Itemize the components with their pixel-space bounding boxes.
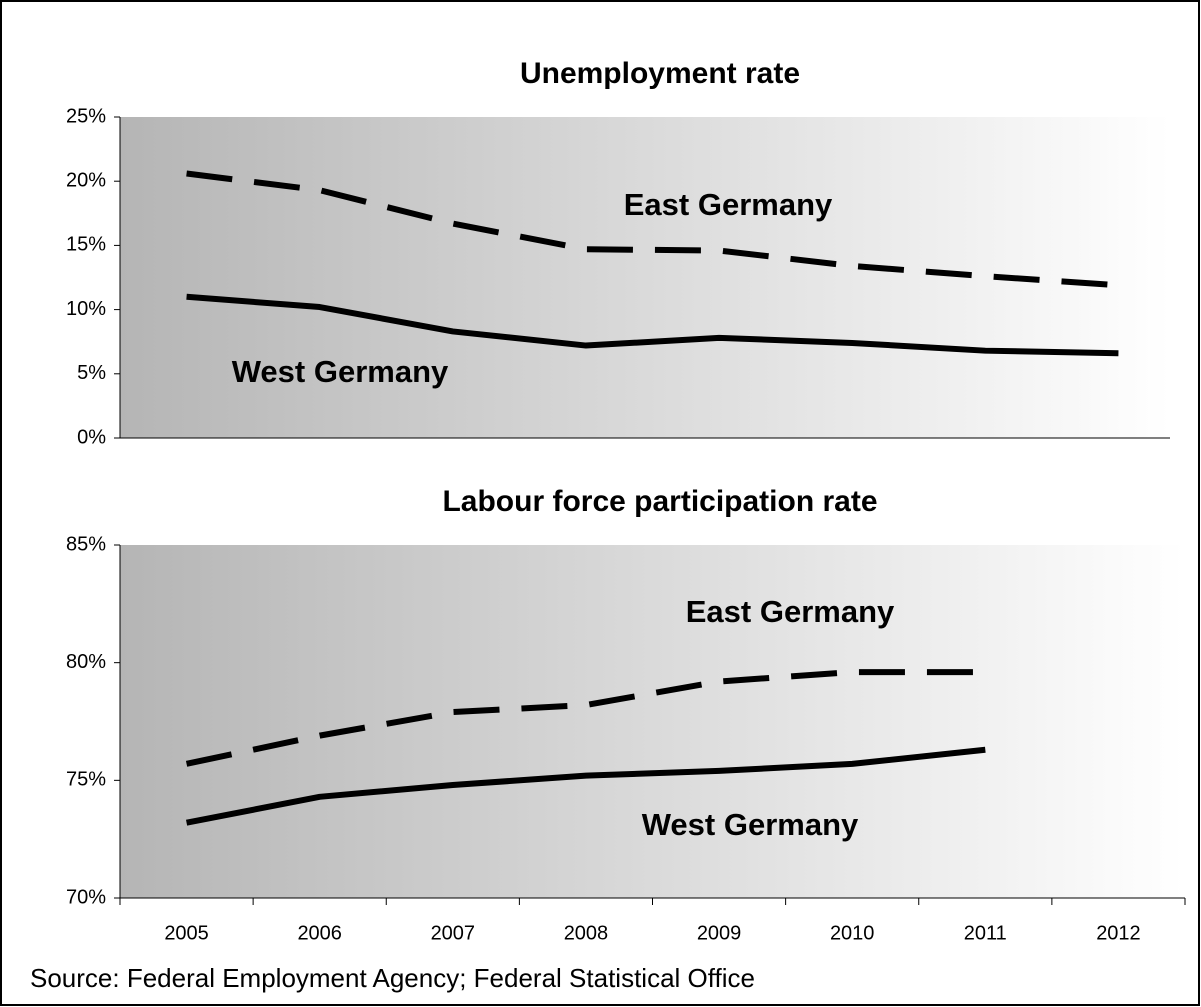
y-tick-label: 70%	[66, 886, 106, 908]
y-tick-label: 0%	[77, 426, 106, 448]
chart-title: Labour force participation rate	[442, 485, 877, 518]
y-tick-label: 75%	[66, 769, 106, 791]
y-tick-label: 5%	[77, 362, 106, 384]
y-tick-label: 10%	[66, 298, 106, 320]
series-label: East Germany	[624, 187, 833, 222]
y-tick-label: 80%	[66, 651, 106, 673]
x-tick-label: 2008	[564, 922, 609, 944]
series-line	[186, 293, 1119, 357]
x-tick-label: 2011	[964, 922, 1007, 944]
y-tick-label: 20%	[66, 169, 106, 191]
y-tick-label: 85%	[66, 533, 106, 555]
source: Source: Federal Employment Agency; Feder…	[30, 963, 755, 993]
chart-title: Unemployment rate	[520, 57, 800, 90]
series-label: East Germany	[686, 594, 895, 629]
series-line	[186, 170, 1119, 289]
series-line	[185, 669, 986, 767]
x-tick-label: 2006	[297, 922, 342, 944]
x-tick-label: 2009	[697, 922, 742, 944]
x-tick-label: 2010	[830, 922, 875, 944]
series-label: West Germany	[642, 807, 859, 842]
series-line	[185, 746, 986, 826]
series-label: West Germany	[232, 354, 449, 389]
x-tick-label: 2012	[1096, 922, 1141, 944]
y-tick-label: 15%	[66, 234, 106, 256]
plot-area	[120, 545, 1185, 898]
x-tick-label: 2005	[164, 922, 209, 944]
x-tick-label: 2007	[431, 922, 476, 944]
y-tick-label: 25%	[66, 105, 106, 127]
